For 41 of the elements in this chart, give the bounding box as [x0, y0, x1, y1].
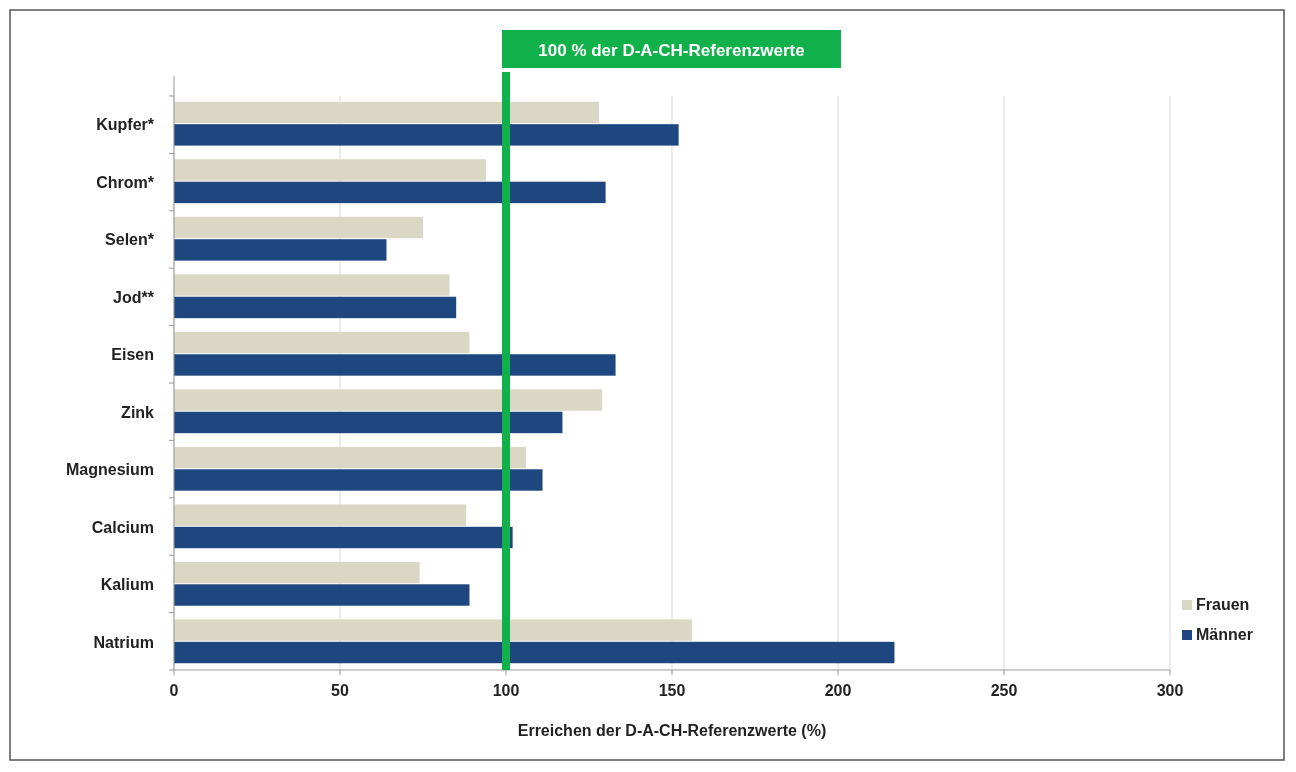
y-tick-label: Natrium [93, 633, 154, 651]
x-tick-label: 150 [658, 682, 686, 699]
bar [174, 331, 470, 354]
bar [174, 619, 692, 641]
bar [174, 181, 606, 204]
bar [174, 216, 423, 239]
y-tick-label: Magnesium [65, 461, 154, 479]
bar [174, 124, 679, 146]
y-tick-label: Selen* [105, 231, 155, 249]
y-tick-label: Kupfer* [96, 116, 155, 134]
legend-label: Frauen [1196, 596, 1250, 613]
bar [174, 469, 543, 491]
bar [174, 641, 895, 664]
bar [174, 239, 387, 261]
y-tick-label: Kalium [100, 576, 154, 594]
bar [174, 584, 470, 606]
x-tick-label: 0 [169, 682, 179, 699]
bar [174, 101, 599, 124]
x-tick-label: 250 [990, 682, 1018, 699]
x-tick-label: 300 [1156, 682, 1184, 699]
y-tick-label: Eisen [111, 346, 154, 364]
x-axis-title: Erreichen der D-A-CH-Referenzwerte (%) [517, 722, 827, 739]
bar [174, 411, 563, 434]
bar [174, 561, 420, 584]
bar [174, 274, 450, 296]
ref-line-label: 100 % der D-A-CH-Referenzwerte [538, 41, 805, 60]
legend-label: Männer [1196, 626, 1253, 643]
y-tick-label: Calcium [91, 518, 154, 536]
x-tick-label: 50 [331, 682, 349, 699]
bar [174, 446, 526, 469]
x-tick-label: 100 [492, 682, 520, 699]
bar [174, 354, 616, 376]
bar [174, 526, 513, 549]
bar [174, 389, 603, 411]
bar [174, 159, 487, 181]
bar [174, 296, 457, 319]
bar [174, 504, 467, 526]
y-tick-label: Zink [121, 403, 155, 421]
x-tick-label: 200 [824, 682, 852, 699]
y-tick-label: Jod** [113, 288, 155, 306]
y-tick-label: Chrom* [96, 173, 155, 191]
